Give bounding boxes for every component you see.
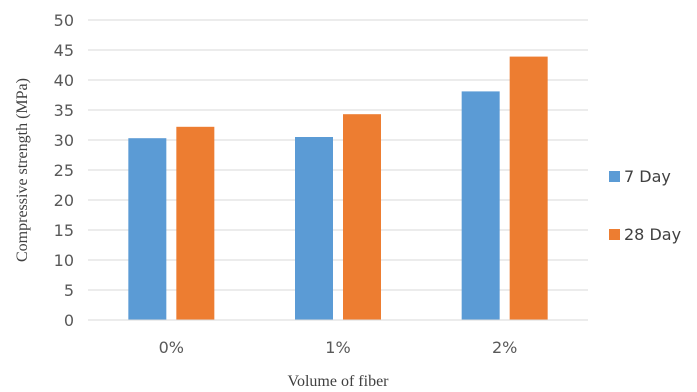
y-tick-label: 40 xyxy=(54,71,74,90)
y-tick-label: 35 xyxy=(54,101,74,120)
x-tick-label: 0% xyxy=(159,338,184,357)
y-tick-label: 25 xyxy=(54,161,74,180)
y-tick-label: 30 xyxy=(54,131,74,150)
bar-28-day-2 xyxy=(509,56,548,320)
x-axis-title: Volume of fiber xyxy=(287,373,389,390)
y-tick-label: 0 xyxy=(64,311,74,330)
legend-swatch xyxy=(609,229,620,240)
legend-swatch xyxy=(609,171,620,182)
legend-label: 28 Day xyxy=(624,225,681,244)
bars xyxy=(128,56,548,321)
y-tick-label: 5 xyxy=(64,281,74,300)
y-axis-title: Compressive strength (MPa) xyxy=(14,78,31,262)
bar-7-day-2 xyxy=(461,91,500,321)
x-axis-ticks: 0% 1% 2% xyxy=(159,338,518,357)
y-tick-label: 50 xyxy=(54,11,74,30)
bar-7-day-1 xyxy=(295,137,333,320)
y-axis-ticks: 0 5 10 15 20 25 30 35 40 45 50 xyxy=(54,11,74,330)
x-tick-label: 1% xyxy=(325,338,350,357)
legend-label: 7 Day xyxy=(624,167,671,186)
bar-28-day-0 xyxy=(176,126,215,320)
y-tick-label: 10 xyxy=(54,251,74,270)
y-tick-label: 20 xyxy=(54,191,74,210)
legend: 7 Day 28 Day xyxy=(609,167,681,244)
bar-28-day-1 xyxy=(343,114,381,320)
bar-7-day-0 xyxy=(128,138,167,320)
x-tick-label: 2% xyxy=(492,338,517,357)
gridlines xyxy=(88,19,588,291)
y-tick-label: 15 xyxy=(54,221,74,240)
y-tick-label: 45 xyxy=(54,41,74,60)
